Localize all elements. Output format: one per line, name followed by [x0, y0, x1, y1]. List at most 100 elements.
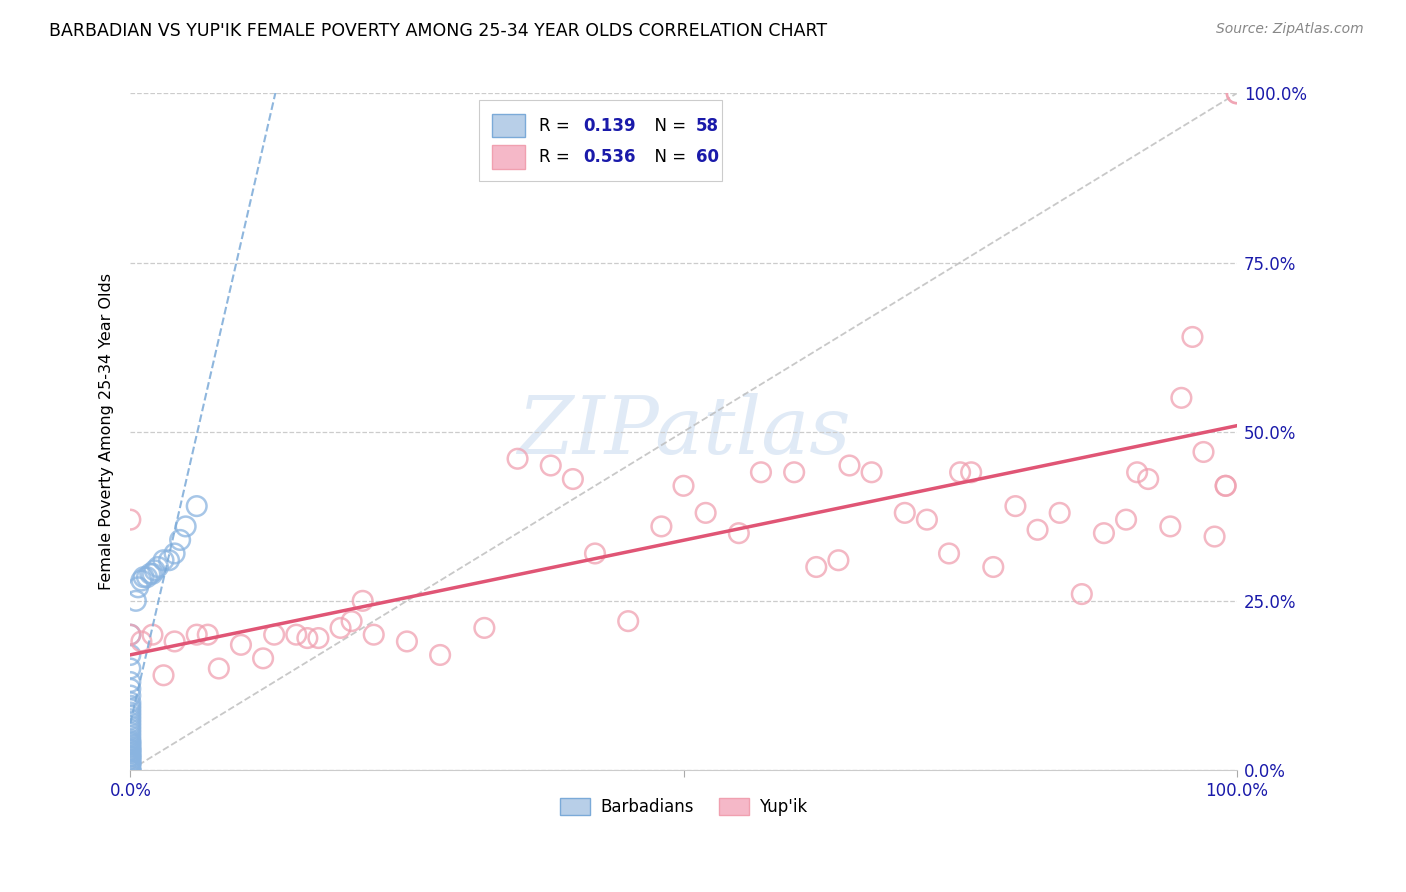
Point	[583, 546, 606, 560]
Point	[120, 734, 142, 748]
Point	[120, 763, 142, 777]
Point	[120, 715, 142, 730]
Point	[120, 751, 142, 765]
Point	[141, 566, 163, 581]
Point	[749, 465, 772, 479]
Point	[1026, 523, 1049, 537]
Point	[120, 681, 142, 696]
Point	[120, 628, 142, 642]
Y-axis label: Female Poverty Among 25-34 Year Olds: Female Poverty Among 25-34 Year Olds	[100, 273, 114, 591]
Point	[1181, 330, 1204, 344]
Point	[120, 757, 142, 772]
Point	[120, 740, 142, 755]
Point	[120, 742, 142, 756]
Point	[146, 560, 169, 574]
Point	[120, 675, 142, 690]
Point	[120, 746, 142, 760]
Point	[120, 742, 142, 756]
Point	[120, 732, 142, 747]
Point	[120, 749, 142, 764]
Point	[120, 723, 142, 737]
Point	[120, 737, 142, 751]
Point	[1092, 526, 1115, 541]
Point	[152, 553, 174, 567]
Point	[838, 458, 860, 473]
Text: R =: R =	[538, 148, 575, 166]
Point	[120, 756, 142, 771]
Text: BARBADIAN VS YUP'IK FEMALE POVERTY AMONG 25-34 YEAR OLDS CORRELATION CHART: BARBADIAN VS YUP'IK FEMALE POVERTY AMONG…	[49, 22, 827, 40]
Point	[139, 566, 162, 581]
Point	[120, 763, 142, 777]
Point	[125, 594, 148, 608]
Point	[120, 661, 142, 675]
FancyBboxPatch shape	[492, 145, 526, 169]
Point	[1226, 87, 1249, 101]
Point	[131, 574, 153, 588]
Point	[827, 553, 849, 567]
Point	[120, 753, 142, 767]
Point	[136, 570, 159, 584]
Point	[120, 746, 142, 760]
Point	[263, 628, 285, 642]
Point	[127, 580, 149, 594]
Point	[474, 621, 496, 635]
Point	[949, 465, 972, 479]
Point	[120, 689, 142, 703]
Point	[617, 614, 640, 628]
Text: N =: N =	[644, 117, 692, 135]
Point	[120, 748, 142, 763]
Point	[157, 553, 180, 567]
Point	[163, 634, 186, 648]
Point	[120, 744, 142, 758]
Point	[120, 628, 142, 642]
Point	[120, 706, 142, 720]
Point	[1192, 445, 1215, 459]
Point	[131, 634, 153, 648]
Point	[727, 526, 749, 541]
Point	[783, 465, 806, 479]
Point	[143, 563, 166, 577]
Point	[120, 712, 142, 726]
Text: 58: 58	[696, 117, 718, 135]
Point	[174, 519, 197, 533]
Point	[252, 651, 274, 665]
Legend: Barbadians, Yup'ik: Barbadians, Yup'ik	[554, 791, 814, 822]
Point	[340, 614, 363, 628]
Point	[120, 726, 142, 740]
Point	[186, 628, 208, 642]
Point	[860, 465, 883, 479]
Point	[120, 648, 142, 662]
Point	[329, 621, 352, 635]
Text: 0.536: 0.536	[583, 148, 636, 166]
Point	[1159, 519, 1181, 533]
Text: R =: R =	[538, 117, 575, 135]
Point	[352, 594, 374, 608]
Point	[120, 695, 142, 709]
Point	[938, 546, 960, 560]
Point	[120, 736, 142, 750]
Point	[297, 631, 319, 645]
Point	[1126, 465, 1149, 479]
Point	[429, 648, 451, 662]
Point	[120, 763, 142, 777]
Point	[672, 479, 695, 493]
Point	[806, 560, 828, 574]
Text: 60: 60	[696, 148, 718, 166]
Point	[120, 759, 142, 773]
Point	[120, 753, 142, 767]
Point	[915, 513, 938, 527]
Point	[120, 698, 142, 713]
Point	[120, 755, 142, 769]
Point	[960, 465, 983, 479]
FancyBboxPatch shape	[492, 113, 526, 137]
Point	[141, 628, 163, 642]
Point	[120, 763, 142, 777]
Point	[120, 756, 142, 771]
Point	[120, 719, 142, 733]
Point	[120, 709, 142, 723]
Point	[561, 472, 583, 486]
Point	[650, 519, 672, 533]
Point	[120, 513, 142, 527]
Point	[1170, 391, 1192, 405]
Point	[197, 628, 219, 642]
